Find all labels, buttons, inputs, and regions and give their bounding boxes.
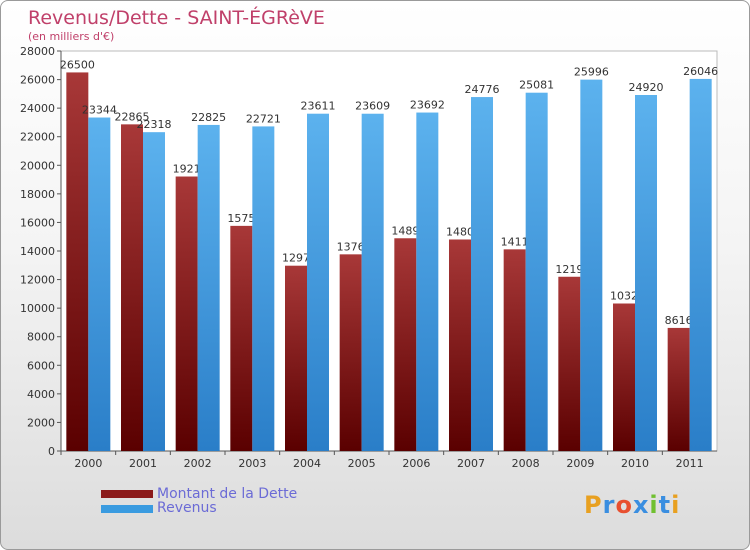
bar-dette-label: 26500 [60, 58, 95, 71]
y-tick-label: 22000 [20, 131, 55, 144]
bar-dette-label: 1376 [337, 240, 365, 253]
y-tick-label: 14000 [20, 245, 55, 258]
bar-dette [66, 72, 89, 451]
x-tick-label: 2006 [402, 457, 430, 470]
legend-label-revenus: Revenus [157, 500, 217, 516]
y-tick-label: 8000 [27, 331, 55, 344]
bar-revenus [689, 78, 712, 452]
legend-swatch-revenus [101, 505, 153, 513]
x-tick-label: 2011 [676, 457, 704, 470]
bar-dette [339, 254, 362, 451]
bar-dette [121, 124, 143, 451]
x-tick-label: 2009 [566, 457, 594, 470]
bar-revenus-label: 23692 [410, 99, 445, 112]
bar-revenus [416, 112, 439, 452]
bar-revenus-label: 23611 [301, 100, 336, 113]
bar-dette-label: 1921 [173, 163, 201, 176]
y-tick-label: 2000 [27, 416, 55, 429]
bar-revenus-label: 22318 [137, 118, 172, 131]
bar-dette-label: 1219 [555, 263, 583, 276]
bar-revenus [471, 97, 493, 452]
y-tick-label: 20000 [20, 159, 55, 172]
y-tick-label: 24000 [20, 102, 55, 115]
bar-dette-label: 1032 [610, 290, 638, 303]
bar-revenus-label: 23344 [82, 104, 117, 117]
y-tick-label: 12000 [20, 274, 55, 287]
bar-revenus [307, 113, 329, 451]
logo-letter: i [649, 491, 659, 519]
bar-dette-label: 1411 [501, 235, 529, 248]
y-tick-label: 16000 [20, 216, 55, 229]
bar-revenus [88, 117, 111, 451]
logo-letter: x [632, 491, 650, 519]
bar-dette-label: 1489 [391, 224, 419, 237]
legend-label-dette: Montant de la Dette [157, 486, 298, 502]
bar-revenus-label: 24920 [629, 81, 664, 94]
legend-swatch-dette [101, 490, 153, 498]
bar-revenus-label: 26046 [683, 65, 718, 78]
bar-dette [449, 239, 471, 451]
chart-subtitle: (en milliers d'€) [28, 30, 115, 43]
x-tick-label: 2005 [348, 457, 376, 470]
x-tick-label: 2007 [457, 457, 485, 470]
bar-revenus [252, 126, 275, 452]
y-tick-label: 4000 [27, 388, 55, 401]
x-tick-label: 2004 [293, 457, 321, 470]
x-tick-label: 2008 [512, 457, 540, 470]
bar-dette [667, 327, 690, 451]
bar-dette [558, 276, 581, 451]
bar-revenus-label: 25996 [574, 66, 609, 79]
bar-revenus-label: 25081 [519, 79, 554, 92]
bar-dette-label: 1575 [227, 212, 255, 225]
bar-dette [503, 249, 526, 451]
bar-dette-label: 1297 [282, 252, 310, 265]
logo-letter: t [658, 491, 672, 519]
bar-revenus-label: 22825 [191, 111, 226, 124]
x-tick-label: 2002 [184, 457, 212, 470]
logo-letter: P [584, 491, 603, 519]
y-tick-label: 26000 [20, 74, 55, 87]
bar-revenus-label: 23609 [355, 100, 390, 113]
logo-letter: i [671, 491, 681, 519]
bar-dette-label: 22865 [115, 110, 150, 123]
plot-area [60, 50, 718, 452]
chart-title: Revenus/Dette - SAINT-ÉGRèVE [28, 7, 325, 29]
x-tick-label: 2000 [74, 457, 102, 470]
bar-dette-label: 1480 [446, 225, 474, 238]
bar-dette [285, 265, 307, 451]
y-tick-label: 10000 [20, 302, 55, 315]
x-tick-label: 2001 [129, 457, 157, 470]
bar-revenus [580, 79, 603, 451]
logo-letter: o [615, 491, 633, 519]
bar-revenus-label: 22721 [246, 112, 281, 125]
proxiti-logo[interactable]: Proxiti [584, 491, 680, 519]
bar-revenus [143, 132, 165, 451]
bar-dette-label: 8616 [665, 314, 693, 327]
bar-revenus [197, 124, 220, 451]
bar-revenus [635, 95, 657, 451]
logo-letter: r [602, 491, 616, 519]
x-tick-label: 2010 [621, 457, 649, 470]
y-tick-label: 28000 [20, 45, 55, 58]
bar-dette [613, 303, 635, 451]
bar-dette [394, 238, 417, 451]
bar-revenus [361, 113, 384, 451]
y-tick-label: 0 [48, 445, 55, 458]
y-tick-label: 6000 [27, 359, 55, 372]
bar-dette [230, 225, 253, 451]
bar-revenus [525, 92, 548, 451]
bar-revenus-label: 24776 [465, 83, 500, 96]
x-tick-label: 2003 [238, 457, 266, 470]
y-tick-label: 18000 [20, 188, 55, 201]
bar-dette [175, 176, 198, 451]
